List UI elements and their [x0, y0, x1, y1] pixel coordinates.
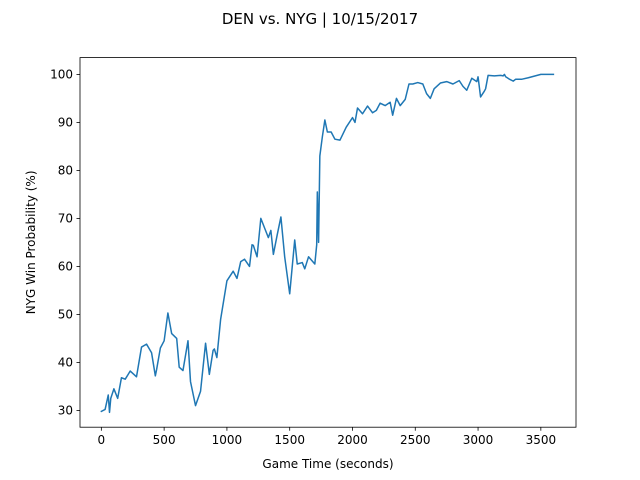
- y-tick-label: 100: [50, 68, 73, 82]
- x-tick-label: 3500: [526, 433, 557, 447]
- y-tick-label: 80: [58, 164, 73, 178]
- x-tick-label: 2000: [337, 433, 368, 447]
- y-axis-label: NYG Win Probability (%): [24, 171, 38, 315]
- chart-title: DEN vs. NYG | 10/15/2017: [222, 10, 418, 28]
- y-tick-label: 40: [58, 356, 73, 370]
- axes-frame: [79, 57, 577, 428]
- win-probability-line: [100, 73, 555, 414]
- tick-layer: 0 500 1000 1500 2000 2500 3000 3500 30 40 50 60 70 80…: [50, 68, 556, 448]
- y-tick-label: 90: [58, 116, 73, 130]
- series-layer: [100, 73, 555, 414]
- plot-area: [80, 57, 576, 428]
- x-tick-label: 2500: [400, 433, 431, 447]
- x-tick-label: 0: [98, 433, 106, 447]
- y-tick-label: 30: [58, 404, 73, 418]
- x-tick-label: 500: [153, 433, 176, 447]
- x-axis-label: Game Time (seconds): [262, 457, 393, 471]
- x-tick-label: 1500: [274, 433, 305, 447]
- y-tick-label: 70: [58, 212, 73, 226]
- y-tick-label: 60: [58, 260, 73, 274]
- x-tick-label: 3000: [463, 433, 494, 447]
- y-tick-label: 50: [58, 308, 73, 322]
- x-tick-label: 1000: [212, 433, 243, 447]
